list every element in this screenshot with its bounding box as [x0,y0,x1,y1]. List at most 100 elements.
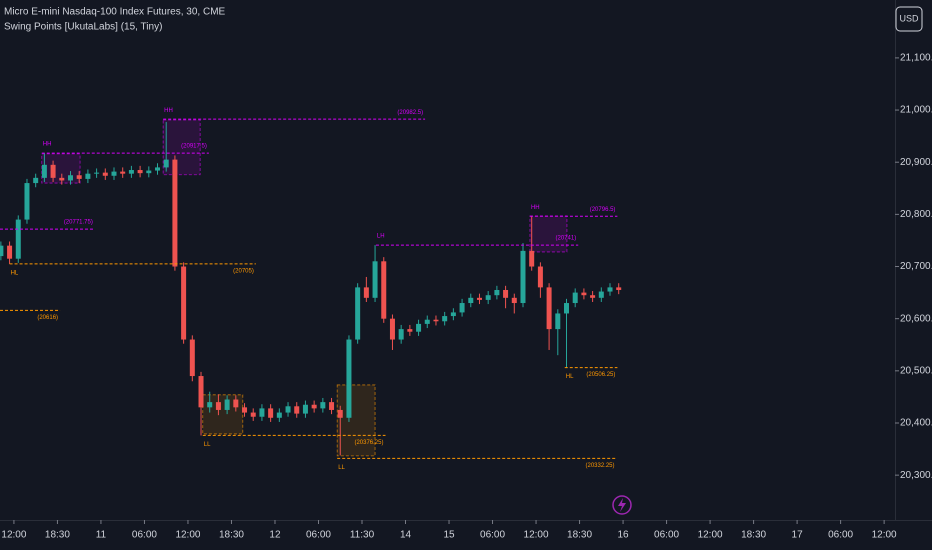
swing-zone [336,384,376,457]
candle-body [163,159,169,168]
x-tick-label: 12 [269,530,281,541]
level-label: (20796.5) [590,207,616,213]
candle-body [224,399,230,410]
swing-marker: LL [338,465,345,471]
y-tick-label: 20,600.00 [900,313,932,324]
level-label: (20741) [556,236,577,242]
candle-body [372,261,378,298]
y-tick-label: 20,900.00 [900,157,932,168]
x-tick-label: 11:30 [350,530,375,541]
y-tick-label: 20,700.00 [900,261,932,272]
candle-body [590,295,596,298]
candle-body [189,339,195,377]
level-label: (20771.75) [64,220,93,226]
x-tick-label: 12:00 [872,530,897,541]
candle-body [94,172,100,174]
candle-body [285,406,291,413]
candle-body [607,287,613,292]
x-tick-label: 15 [443,530,455,541]
candle-body [381,261,387,319]
candle-body [198,376,204,408]
icon-ring[interactable] [612,495,632,515]
candle-body [546,287,552,330]
candle-body [494,289,500,296]
candle-body [24,183,30,220]
level-label: (20982.5) [397,110,423,116]
level-label: (20705) [233,268,254,274]
candle-body [529,250,535,267]
level-label: (20332.25) [586,463,615,469]
candle-body [468,297,474,304]
level-label: (20376.25) [354,440,383,446]
candle-body [7,245,13,259]
icon-bolt[interactable] [618,498,626,512]
candle-body [276,412,282,418]
y-tick-label: 21,100.00 [900,53,932,64]
candle-body [572,292,578,304]
currency-label[interactable]: USD [899,13,919,23]
candle-body [172,159,178,267]
x-tick-label: 12:00 [698,530,723,541]
x-tick-label: 17 [792,530,804,541]
x-tick-label: 18:30 [567,530,592,541]
candle-body [581,292,587,296]
y-tick-label: 20,500.00 [900,365,932,376]
y-tick-label: 20,400.00 [900,418,932,429]
x-tick-label: 12:00 [1,530,26,541]
swing-marker: LL [204,442,211,448]
candle-body [520,250,526,304]
candle-body [233,399,239,408]
candle-body [503,289,509,298]
candle-body [476,297,482,300]
candle-body [207,402,213,408]
x-tick-label: 12:00 [175,530,200,541]
candle-body [485,295,491,300]
candle-body [433,319,439,322]
candle-body [363,287,369,298]
candle-body [389,318,395,340]
candle-body [15,219,21,259]
x-tick-label: 06:00 [654,530,679,541]
candle-body [442,316,448,322]
candle-body [537,266,543,288]
candle-body [128,170,134,174]
candle-body [398,329,404,340]
candle-body [85,173,91,179]
level-label: (20616) [37,315,58,321]
candle-body [155,167,161,171]
candle-body [76,175,82,179]
candle-body [416,323,422,332]
candle-body [137,170,143,174]
candle-body [320,402,326,409]
x-tick-label: 14 [400,530,412,541]
swing-zone [162,119,201,176]
x-tick-label: 18:30 [219,530,244,541]
y-tick-label: 21,000.00 [900,105,932,116]
candle-body [215,402,221,410]
currency-button[interactable] [895,6,923,32]
candle-body [555,313,561,330]
candle-body [242,407,248,413]
candle-body [181,266,187,340]
candle-body [0,245,4,257]
candle-body [459,303,465,313]
candle-body [120,171,126,174]
swing-marker: LH [377,234,385,240]
candle-body [424,319,430,324]
candle-body [355,287,361,340]
candle-body [259,408,265,417]
chart-title: Micro E-mini Nasdaq-100 Index Futures, 3… [4,7,226,18]
realtime-icon[interactable] [612,495,632,515]
swing-marker: HH [164,108,173,114]
candle-body [41,164,47,178]
candle-body [146,170,152,174]
candle-body [563,303,569,314]
swing-marker: HL [11,270,19,276]
candle-body [337,409,343,418]
candle-body [329,402,335,410]
candle-body [67,175,73,181]
candle-body [250,412,256,417]
x-tick-label: 18:30 [45,530,70,541]
